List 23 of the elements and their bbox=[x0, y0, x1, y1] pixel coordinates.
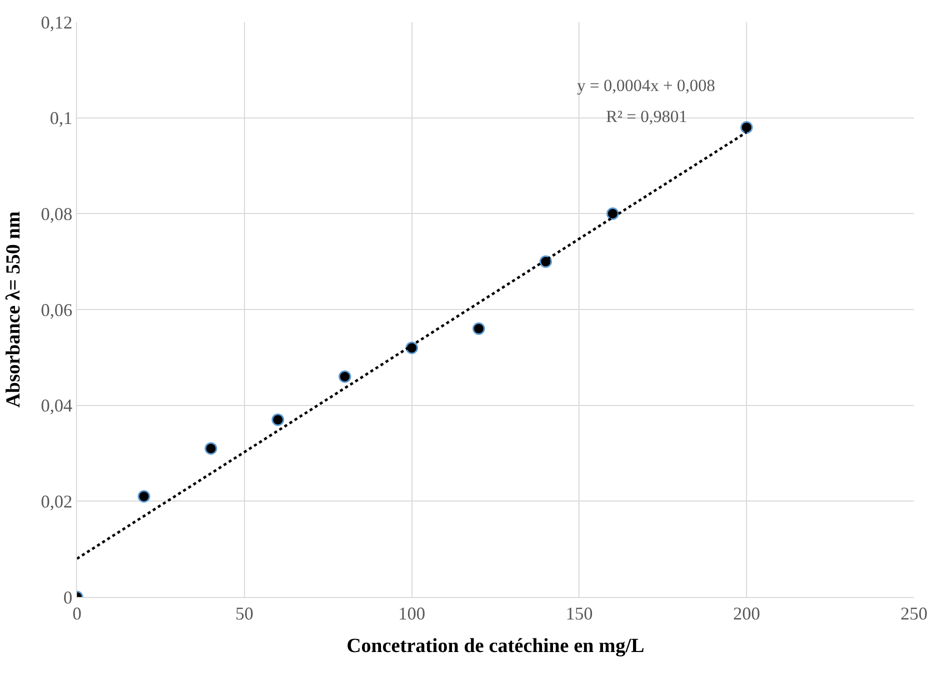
annotation: R² = 0,9801 bbox=[606, 107, 688, 126]
point bbox=[204, 442, 218, 455]
point bbox=[138, 490, 150, 503]
y-tick-label: 0,06 bbox=[40, 300, 72, 320]
y-tick-label: 0,1 bbox=[50, 108, 72, 128]
point bbox=[472, 322, 486, 335]
y-tick-label: 0,04 bbox=[40, 396, 72, 416]
point bbox=[338, 370, 352, 383]
y-axis-title: Absorbance λ= 550 nm bbox=[2, 211, 24, 408]
x-tick-label: 250 bbox=[900, 604, 928, 624]
point bbox=[272, 413, 284, 426]
annotation: y = 0,0004x + 0,008 bbox=[577, 76, 716, 95]
point bbox=[740, 121, 753, 134]
x-tick-label: 200 bbox=[733, 604, 760, 624]
x-axis-title: Concetration de catéchine en mg/L bbox=[346, 635, 644, 658]
y-tick-label: 0,02 bbox=[40, 491, 72, 512]
point bbox=[606, 207, 619, 220]
y-tick-label: 0,12 bbox=[40, 12, 72, 32]
x-tick-label: 150 bbox=[566, 604, 593, 624]
x-tick-label: 100 bbox=[398, 604, 426, 624]
x-tick-label: 50 bbox=[235, 604, 254, 624]
y-tick-label: 0 bbox=[63, 587, 72, 608]
y-tick-label: 0,08 bbox=[40, 204, 72, 224]
